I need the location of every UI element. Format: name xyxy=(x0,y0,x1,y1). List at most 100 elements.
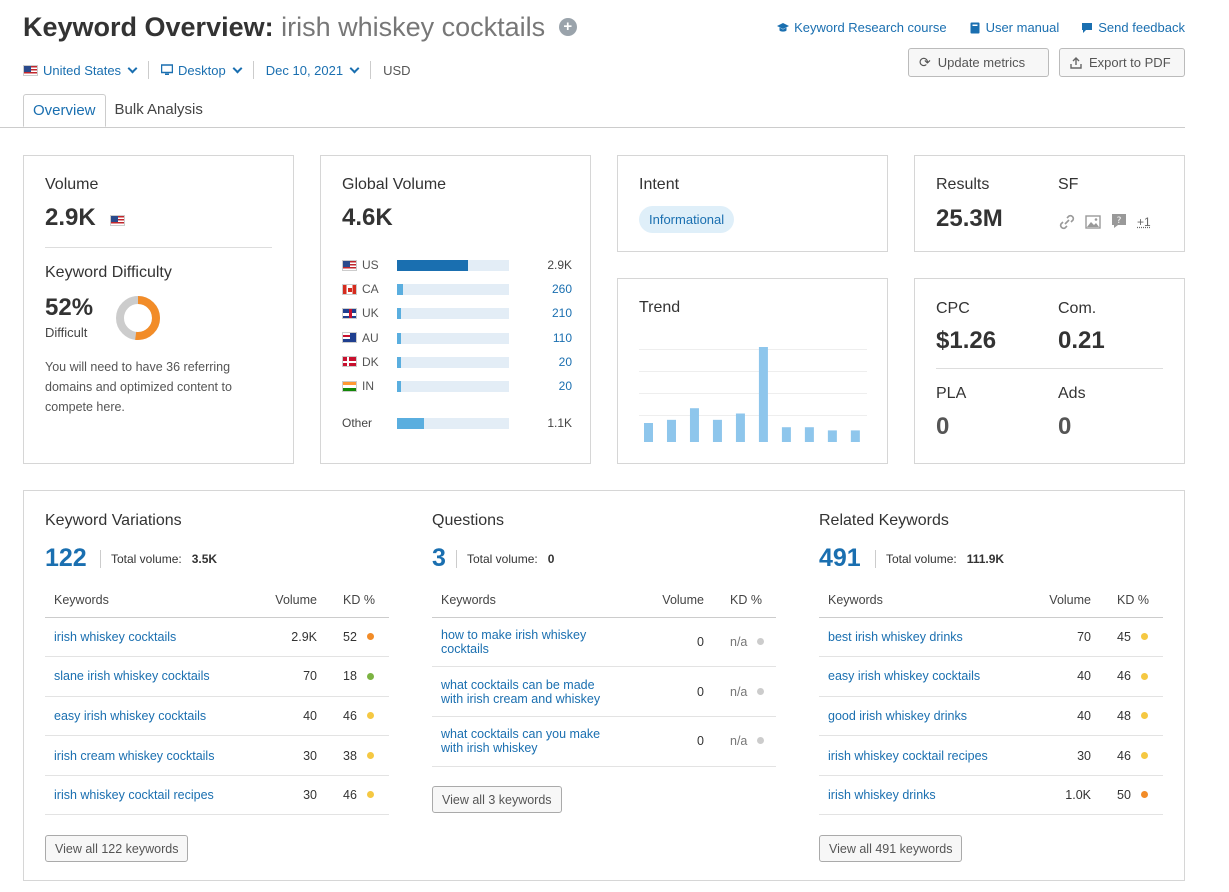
kd-dot-icon xyxy=(1140,633,1148,640)
export-pdf-button[interactable]: Export to PDF xyxy=(1059,48,1185,77)
country-flag-icon xyxy=(342,283,357,295)
kd-header[interactable]: KD % xyxy=(327,583,389,618)
trend-bar[interactable] xyxy=(758,347,768,442)
sf-more[interactable]: +1 xyxy=(1137,215,1151,229)
global-volume-card: Global Volume 4.6K US 2.9K CA 260 UK 210 AU 110… xyxy=(320,155,591,464)
table-row: what cocktails can be made with irish cr… xyxy=(432,666,776,717)
keyword-research-course-link[interactable]: Keyword Research course xyxy=(777,20,947,35)
table-row: irish whiskey cocktails 2.9K 52 xyxy=(45,617,389,658)
country-select[interactable]: United States xyxy=(23,63,148,78)
country-volume-value: 20 xyxy=(558,354,572,369)
questions-total-volume: Total volume: 0 xyxy=(456,550,554,568)
keyword-link[interactable]: irish whiskey cocktails xyxy=(45,617,247,658)
question-icon[interactable]: ? xyxy=(1110,212,1128,230)
upload-icon xyxy=(1070,56,1082,69)
trend-bar[interactable] xyxy=(850,430,860,442)
keyword-link[interactable]: irish cream whiskey cocktails xyxy=(45,735,247,776)
keywords-header[interactable]: Keywords xyxy=(819,583,1021,618)
keyword-link[interactable]: irish whiskey cocktail recipes xyxy=(819,735,1021,776)
keyword-kd: n/a xyxy=(730,634,748,649)
view-all-related-button[interactable]: View all 491 keywords xyxy=(819,835,963,862)
image-icon[interactable] xyxy=(1084,213,1102,231)
user-manual-link[interactable]: User manual xyxy=(969,20,1059,35)
cpc-card: CPC $1.26 Com. 0.21 PLA 0 Ads 0 xyxy=(914,278,1185,464)
keyword-volume: 30 xyxy=(247,775,327,816)
keywords-header[interactable]: Keywords xyxy=(432,583,634,618)
variations-table: Keywords Volume KD % irish whiskey cocktail… xyxy=(45,583,389,816)
update-metrics-button[interactable]: ⟳ Update metrics xyxy=(908,48,1049,77)
keyword-link[interactable]: good irish whiskey drinks xyxy=(819,696,1021,737)
questions-count[interactable]: 3 xyxy=(432,544,446,572)
keyword-link[interactable]: irish whiskey drinks xyxy=(819,775,1021,816)
kd-dot-icon xyxy=(1140,791,1148,799)
related-count[interactable]: 491 xyxy=(819,544,861,572)
kd-dot-icon xyxy=(1140,751,1148,759)
volume-header[interactable]: Volume xyxy=(634,583,714,618)
country-flag-icon xyxy=(342,307,357,319)
country-volume-value: 2.9K xyxy=(547,258,572,272)
refresh-icon: ⟳ xyxy=(919,54,931,70)
results-card: Results 25.3M SF ? +1 xyxy=(914,155,1185,252)
tab-overview[interactable]: Overview xyxy=(23,94,106,127)
global-volume-row[interactable]: US 2.9K xyxy=(342,257,572,273)
trend-bar[interactable] xyxy=(781,427,791,442)
tab-bar: Overview Bulk Analysis xyxy=(23,94,212,127)
questions-table: Keywords Volume KD % how to make irish whis… xyxy=(432,583,776,767)
us-flag-icon xyxy=(23,64,38,76)
keyword-volume: 0 xyxy=(634,716,714,767)
trend-bar[interactable] xyxy=(712,419,722,442)
variations-count[interactable]: 122 xyxy=(45,544,87,572)
keyword-link[interactable]: what cocktails can be made with irish cr… xyxy=(432,666,634,717)
keywords-header[interactable]: Keywords xyxy=(45,583,247,618)
trend-bar[interactable] xyxy=(689,408,699,442)
add-keyword-icon[interactable]: + xyxy=(558,17,577,36)
keyword-volume: 1.0K xyxy=(1021,775,1101,816)
device-select[interactable]: Desktop xyxy=(161,63,253,78)
related-total-volume: Total volume: 111.9K xyxy=(875,550,1004,568)
send-feedback-label: Send feedback xyxy=(1098,20,1185,35)
send-feedback-link[interactable]: Send feedback xyxy=(1081,20,1185,35)
trend-bar[interactable] xyxy=(735,413,745,443)
keyword-link[interactable]: slane irish whiskey cocktails xyxy=(45,656,247,697)
volume-header[interactable]: Volume xyxy=(1021,583,1101,618)
date-select[interactable]: Dec 10, 2021 xyxy=(266,63,370,78)
pla-label: PLA xyxy=(936,385,967,402)
chevron-down-icon xyxy=(127,63,138,73)
country-volume-bar xyxy=(397,308,509,320)
trend-bar[interactable] xyxy=(666,419,676,442)
questions-tv-label: Total volume: xyxy=(467,552,538,566)
keyword-link[interactable]: easy irish whiskey cocktails xyxy=(819,656,1021,697)
global-volume-row[interactable]: UK 210 xyxy=(342,305,572,321)
global-volume-row[interactable]: AU 110 xyxy=(342,330,572,346)
trend-bar[interactable] xyxy=(804,427,814,442)
kd-header[interactable]: KD % xyxy=(1101,583,1163,618)
country-volume-bar xyxy=(397,332,509,344)
keyword-link[interactable]: easy irish whiskey cocktails xyxy=(45,696,247,737)
country-code: AU xyxy=(362,330,379,345)
keyword-link[interactable]: what cocktails can you make with irish w… xyxy=(432,716,634,767)
related-title: Related Keywords xyxy=(819,512,949,529)
table-row: how to make irish whiskey cocktails 0 n/a xyxy=(432,617,776,668)
view-all-variations-button[interactable]: View all 122 keywords xyxy=(45,835,189,862)
global-volume-row[interactable]: DK 20 xyxy=(342,354,572,370)
trend-bar[interactable] xyxy=(644,423,653,442)
view-all-questions-button[interactable]: View all 3 keywords xyxy=(432,786,562,813)
keyword-link[interactable]: irish whiskey cocktail recipes xyxy=(45,775,247,816)
country-flag-icon xyxy=(342,356,357,368)
kd-header[interactable]: KD % xyxy=(714,583,776,618)
keyword-volume: 70 xyxy=(1021,617,1101,658)
link-icon[interactable] xyxy=(1058,213,1076,231)
chevron-down-icon xyxy=(349,63,360,73)
trend-bar[interactable] xyxy=(827,430,837,442)
keyword-link[interactable]: best irish whiskey drinks xyxy=(819,617,1021,658)
global-volume-row[interactable]: IN 20 xyxy=(342,378,572,394)
table-row: irish cream whiskey cocktails 30 38 xyxy=(45,735,389,776)
kd-dot-icon xyxy=(757,687,765,695)
country-volume-value: 1.1K xyxy=(547,416,572,430)
volume-header[interactable]: Volume xyxy=(247,583,327,618)
global-volume-row[interactable]: CA 260 xyxy=(342,281,572,297)
tab-divider xyxy=(0,127,1185,128)
tab-bulk-analysis[interactable]: Bulk Analysis xyxy=(114,101,203,118)
keyword-link[interactable]: how to make irish whiskey cocktails xyxy=(432,617,634,668)
country-flag-icon xyxy=(342,332,357,344)
